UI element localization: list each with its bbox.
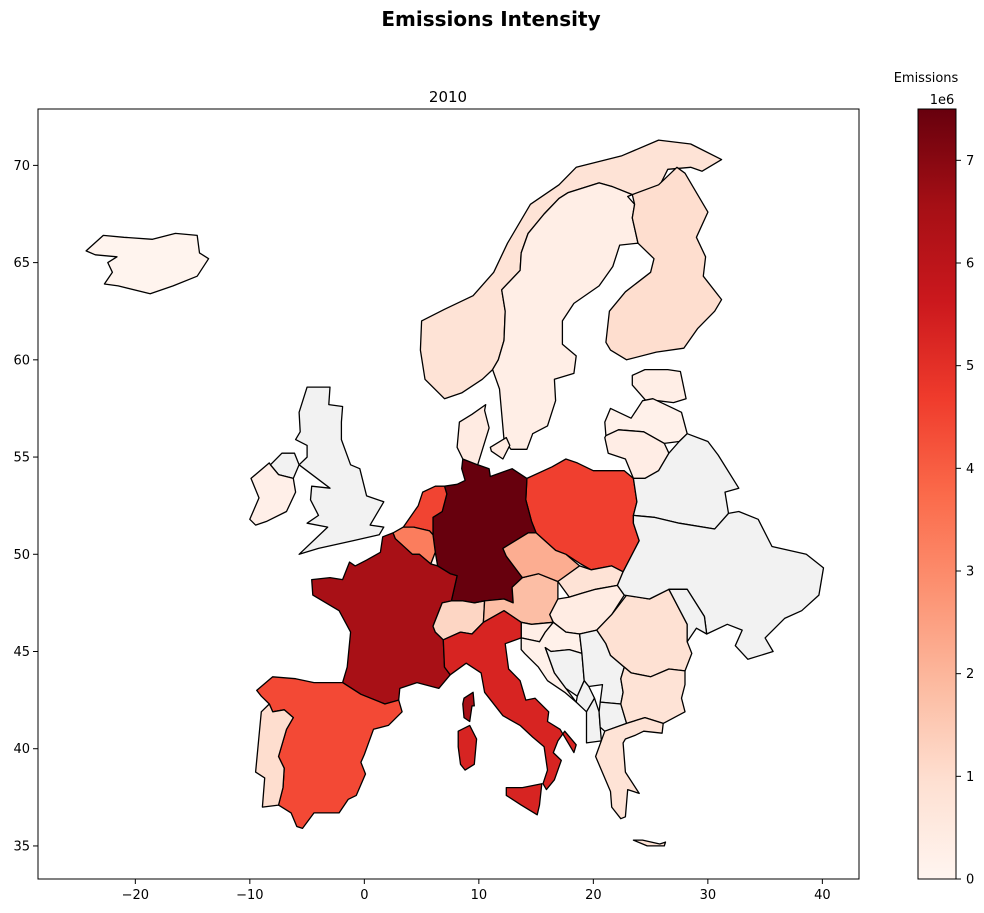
region-denmark [456,403,490,466]
y-tick-label: 45 [13,645,30,660]
x-tick-label: 30 [700,888,717,903]
colorbar-offset-text: 1e6 [930,93,955,108]
region-zealand [489,436,511,460]
region-crete [632,839,667,847]
region-bulgaria [620,666,686,725]
colorbar-tick-label: 7 [966,154,974,169]
x-tick-label: 20 [585,888,602,903]
region-corsica [462,691,475,723]
x-tick-label: −10 [236,888,263,903]
colorbar-tick-label: 2 [966,667,974,682]
colorbar: Emissions 1e6 0 1 2 3 4 5 6 7 [894,71,975,888]
map-axes: −20 −10 0 10 20 30 40 35 40 45 50 55 60 65 70 [13,108,860,903]
x-tick-label: 0 [360,888,368,903]
colorbar-tick-label: 1 [966,770,974,785]
y-axis: 35 40 45 50 55 60 65 70 [13,159,38,854]
colorbar-ticks: 0 1 2 3 4 5 6 7 [956,154,974,888]
region-finland [605,166,723,361]
y-tick-label: 60 [13,353,30,368]
y-tick-label: 40 [13,742,30,757]
map-title: 2010 [429,88,467,106]
region-united-kingdom [294,386,385,555]
region-sardinia [457,724,478,771]
x-axis: −20 −10 0 10 20 30 40 [122,879,831,903]
y-tick-label: 65 [13,256,30,271]
colorbar-tick-label: 5 [966,359,974,374]
x-tick-label: 40 [814,888,831,903]
colorbar-label: Emissions [894,71,959,86]
region-iceland [85,232,210,295]
x-tick-label: −20 [122,888,149,903]
colorbar-tick-label: 0 [966,873,974,888]
colorbar-gradient [917,108,957,880]
region-greece [594,716,664,820]
region-albania [585,697,603,744]
y-tick-label: 50 [13,548,30,563]
figure-suptitle: Emissions Intensity [381,7,600,31]
y-tick-label: 35 [13,839,30,854]
colorbar-tick-label: 4 [966,462,974,477]
region-layer [85,139,825,847]
y-tick-label: 55 [13,451,30,466]
region-portugal [254,703,294,808]
region-moldova [668,588,708,643]
region-ireland [249,462,297,526]
region-sicily [505,783,543,816]
region-italy [442,610,577,791]
map-frame [37,108,860,880]
y-tick-label: 70 [13,159,30,174]
colorbar-tick-label: 6 [966,257,974,272]
x-tick-label: 10 [471,888,488,903]
region-estonia [631,368,687,404]
colorbar-tick-label: 3 [966,565,974,580]
